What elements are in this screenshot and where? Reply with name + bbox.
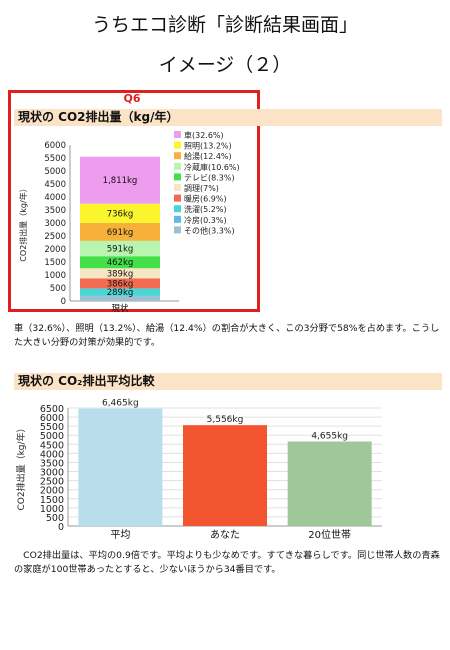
page-subtitle: イメージ（２） [158,54,292,76]
legend-entry: 車(32.6%) [184,130,224,140]
bar [287,441,372,526]
legend-entry: 給湯(12.4%) [184,151,232,161]
y-tick-label: 6000 [44,141,66,151]
data-label: 691kg [107,228,134,238]
y-tick-label: 1500 [44,258,66,268]
y-tick-label: 5000 [44,167,66,177]
y-tick-label: 500 [50,284,66,294]
y-tick-label: 3000 [40,468,64,479]
y-tick-label: 5500 [40,422,64,433]
y-tick-label: 1000 [40,504,64,515]
legend-swatch [174,152,181,160]
legend-swatch [174,131,181,138]
page-title: うちエコ診断「診断結果画面」 [91,14,358,36]
legend-entry: 冷蔵庫(10.6%) [184,162,240,172]
x-tick-label: あなた [210,529,240,541]
bar [183,425,267,526]
data-label: 736kg [107,209,134,219]
y-tick-label: 4500 [44,180,66,190]
y-tick-label: 4000 [40,449,64,460]
section1-header: 現状の CO2排出量（kg/年） [14,109,442,126]
legend-entry: その他(3.3%) [184,225,235,235]
y-tick-label: 4000 [44,193,66,203]
data-label: 389kg [107,269,134,279]
y-tick-label: 2500 [40,477,64,488]
y-tick-label: 6000 [40,413,64,424]
highlight-box [8,90,260,312]
y-tick-label: 2000 [40,486,64,497]
y-tick-label: 0 [61,297,66,307]
legend-entry: 洗濯(5.2%) [184,204,227,214]
legend-swatch [174,162,181,170]
data-label: 1,811kg [103,176,138,186]
bar-segment [80,296,160,301]
y-tick-label: 5000 [40,431,64,442]
section2-header: 現状の CO₂排出平均比較 [14,373,442,390]
bar-segment [80,222,160,241]
legend-swatch [174,194,181,202]
bar-segment [80,203,160,223]
legend-swatch [174,205,181,213]
bar-segment [80,256,160,269]
y-tick-label: 2000 [44,245,66,255]
legend-swatch [174,173,181,181]
legend-entry: 冷房(0.3%) [184,215,227,225]
y-tick-label: 2500 [44,232,66,242]
data-label: 289kg [107,288,134,298]
question-label: Q6 [123,92,141,105]
y-tick-label: 6500 [40,404,64,415]
bar-segment [80,278,160,289]
legend-entry: テレビ(8.3%) [184,173,235,182]
legend-entry: 調理(7%) [184,183,219,193]
y-tick-label: 1000 [44,271,66,281]
bar-segment [80,288,160,296]
y-tick-label: 1500 [40,495,64,506]
legend-entry: 暖房(6.9%) [184,194,227,204]
data-label: 591kg [107,245,134,255]
y-tick-label: 3500 [44,206,66,216]
legend-swatch [174,226,181,234]
section1-description: 車（32.6%）、照明（13.2%）、給湯（12.4%）の割合が大きく、この3分… [14,323,440,348]
stacked-bar-chart: 0 500 1000 1500 2000 2500 3000 3500 4000 4500 5000… [18,130,240,312]
legend-entry: 照明(13.2%) [184,142,232,151]
bar-segment [80,156,160,204]
x-tick-label: 平均 [110,529,130,541]
y-axis-label: CO2排出量（kg/年） [18,184,28,261]
legend-swatch [174,215,181,223]
bar-segment [80,240,160,257]
data-label: 6,465kg [102,399,139,409]
legend-swatch [174,141,181,149]
y-axis-label: CO2排出量（kg/年） [15,423,27,510]
y-tick-label: 5500 [44,154,66,164]
y-tick-label: 0 [58,522,64,533]
legend-swatch [174,184,181,191]
bar [78,408,163,526]
data-label: 386kg [107,279,134,289]
comparison-bar-chart: 0500100015002000250030003500400045005000… [15,399,382,541]
section2-description: CO2排出量は、平均の0.9倍です。平均よりも少なめです。すてきな暮らしです。同… [14,550,440,575]
y-tick-label: 4500 [40,440,64,451]
bar-segment [80,268,160,279]
data-label: 4,655kg [311,431,348,441]
data-label: 5,556kg [207,415,244,425]
y-tick-label: 3500 [40,458,64,469]
y-tick-label: 500 [46,513,64,524]
y-tick-label: 3000 [44,219,66,229]
x-tick-label: 20位世帯 [308,528,351,541]
x-tick-label: 現状 [111,303,129,312]
data-label: 462kg [107,258,134,268]
